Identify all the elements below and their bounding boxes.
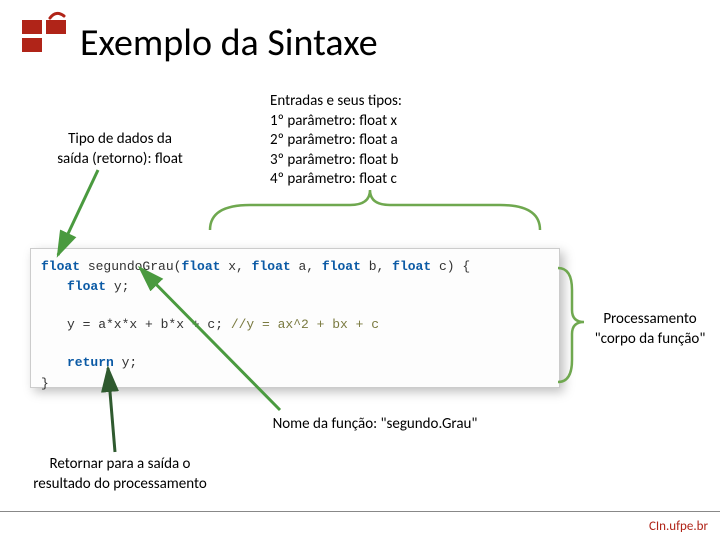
kw-float-a: float xyxy=(252,259,291,274)
label-processing-l1: Processamento xyxy=(603,310,696,328)
code-decl-y: y; xyxy=(106,279,129,294)
label-inputs: Entradas e seus tipos: 1º parâmetro: flo… xyxy=(270,92,480,190)
label-processing-l2: "corpo da função" xyxy=(595,330,706,348)
code-block: float segundoGrau(float x, float a, floa… xyxy=(30,248,560,388)
label-inputs-l1: Entradas e seus tipos: xyxy=(270,92,402,110)
code-comment: //y = ax^2 + bx + c xyxy=(231,317,379,332)
label-processing: Processamento "corpo da função" xyxy=(580,310,720,349)
kw-float-y: float xyxy=(67,279,106,294)
code-param-c: c) { xyxy=(431,259,470,274)
code-param-x: x, xyxy=(220,259,251,274)
kw-float-ret: float xyxy=(41,259,80,274)
label-return-type: Tipo de dados da saída (retorno): float xyxy=(30,130,210,169)
label-return-type-l1: Tipo de dados da xyxy=(68,130,172,148)
kw-float-c: float xyxy=(392,259,431,274)
code-fn-name: segundoGrau( xyxy=(80,259,181,274)
slide-title: Exemplo da Sintaxe xyxy=(80,20,378,66)
code-ret-y: y; xyxy=(114,355,137,370)
footer-divider xyxy=(0,511,720,512)
code-param-b: b, xyxy=(361,259,392,274)
logo xyxy=(22,8,66,52)
code-brace-close: } xyxy=(41,376,49,391)
label-return-result-l2: resultado do processamento xyxy=(33,475,207,493)
label-return-type-l2: saída (retorno): float xyxy=(57,150,183,168)
kw-float-b: float xyxy=(322,259,361,274)
footer-text: CIn.ufpe.br xyxy=(649,519,708,534)
label-inputs-l4: 3º parâmetro: float b xyxy=(270,151,398,169)
label-inputs-l2: 1º parâmetro: float x xyxy=(270,112,397,130)
kw-float-x: float xyxy=(181,259,220,274)
label-function-name: Nome da função: "segundo.Grau" xyxy=(225,415,525,433)
code-assign: y = a*x*x + b*x + c; xyxy=(67,317,231,332)
kw-return: return xyxy=(67,355,114,370)
label-inputs-l5: 4º parâmetro: float c xyxy=(270,170,397,188)
label-return-result-l1: Retornar para a saída o xyxy=(50,455,191,473)
code-param-a: a, xyxy=(291,259,322,274)
label-inputs-l3: 2º parâmetro: float a xyxy=(270,131,398,149)
label-return-result: Retornar para a saída o resultado do pro… xyxy=(10,455,230,494)
